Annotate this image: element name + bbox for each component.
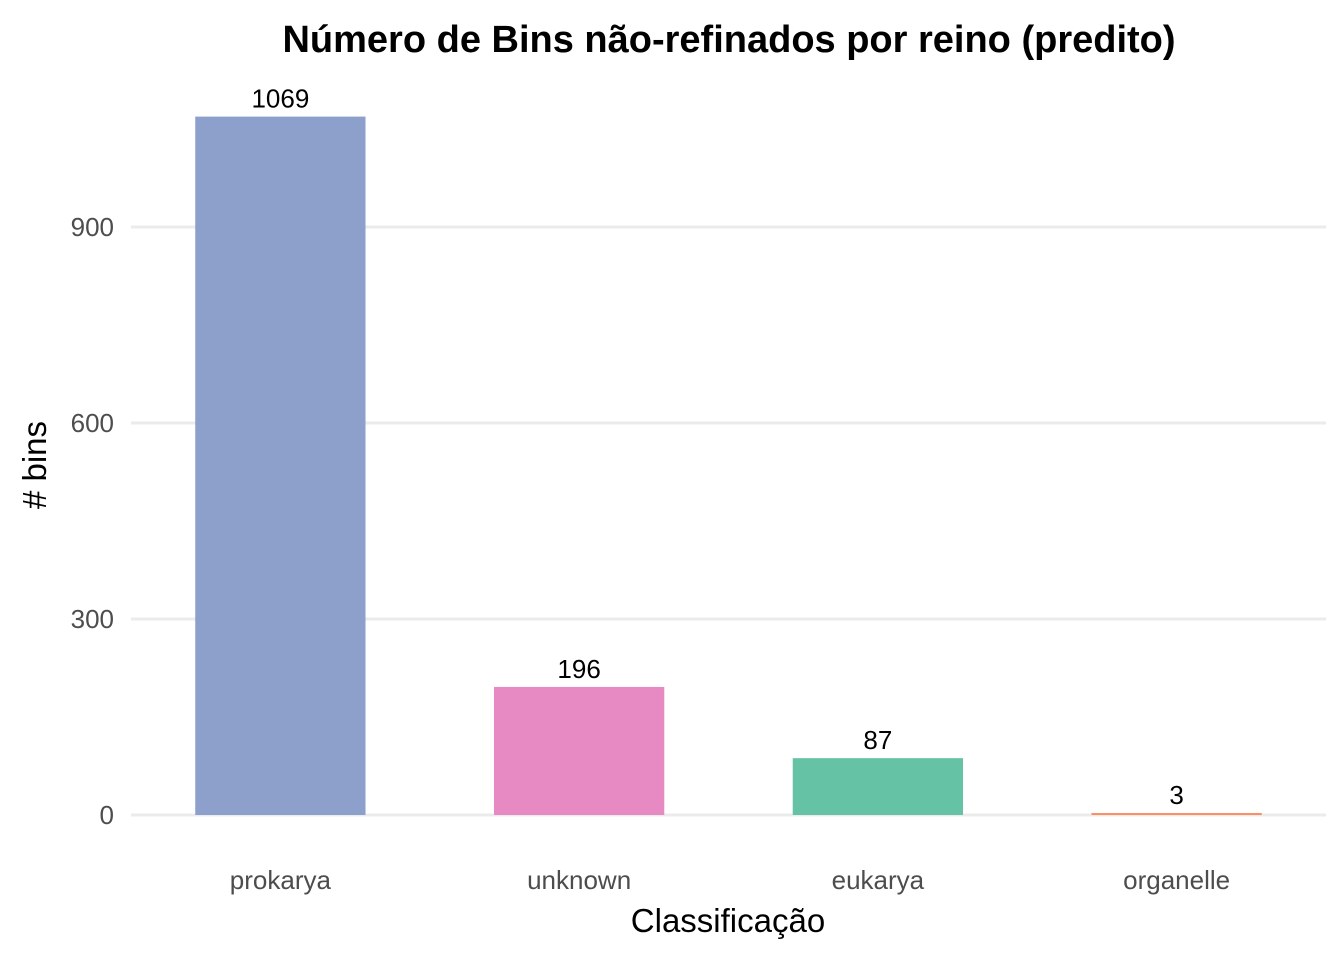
- data-label-prokarya: 1069: [251, 84, 309, 114]
- data-labels: 1069 196 87 3: [251, 84, 1183, 810]
- y-tick-label: 300: [71, 604, 114, 634]
- bars: [195, 116, 1262, 815]
- x-axis-ticks: prokarya unknown eukarya organelle: [230, 865, 1230, 895]
- x-axis-title: Classificação: [631, 902, 825, 939]
- y-tick-label: 0: [100, 800, 114, 830]
- y-axis-title: # bins: [16, 421, 53, 509]
- data-label-unknown: 196: [557, 654, 600, 684]
- data-label-organelle: 3: [1169, 780, 1183, 810]
- bar-unknown: [493, 686, 665, 815]
- bar-organelle: [1091, 813, 1262, 815]
- x-tick-label-unknown: unknown: [527, 865, 631, 895]
- data-label-eukarya: 87: [863, 725, 892, 755]
- chart-title: Número de Bins não-refinados por reino (…: [282, 19, 1175, 61]
- y-axis-ticks: 0 300 600 900: [71, 212, 114, 830]
- bar-eukarya: [792, 758, 964, 815]
- x-tick-label-prokarya: prokarya: [230, 865, 332, 895]
- x-tick-label-organelle: organelle: [1123, 865, 1230, 895]
- y-tick-label: 900: [71, 212, 114, 242]
- bar-prokarya: [195, 116, 366, 815]
- y-tick-label: 600: [71, 408, 114, 438]
- x-tick-label-eukarya: eukarya: [832, 865, 925, 895]
